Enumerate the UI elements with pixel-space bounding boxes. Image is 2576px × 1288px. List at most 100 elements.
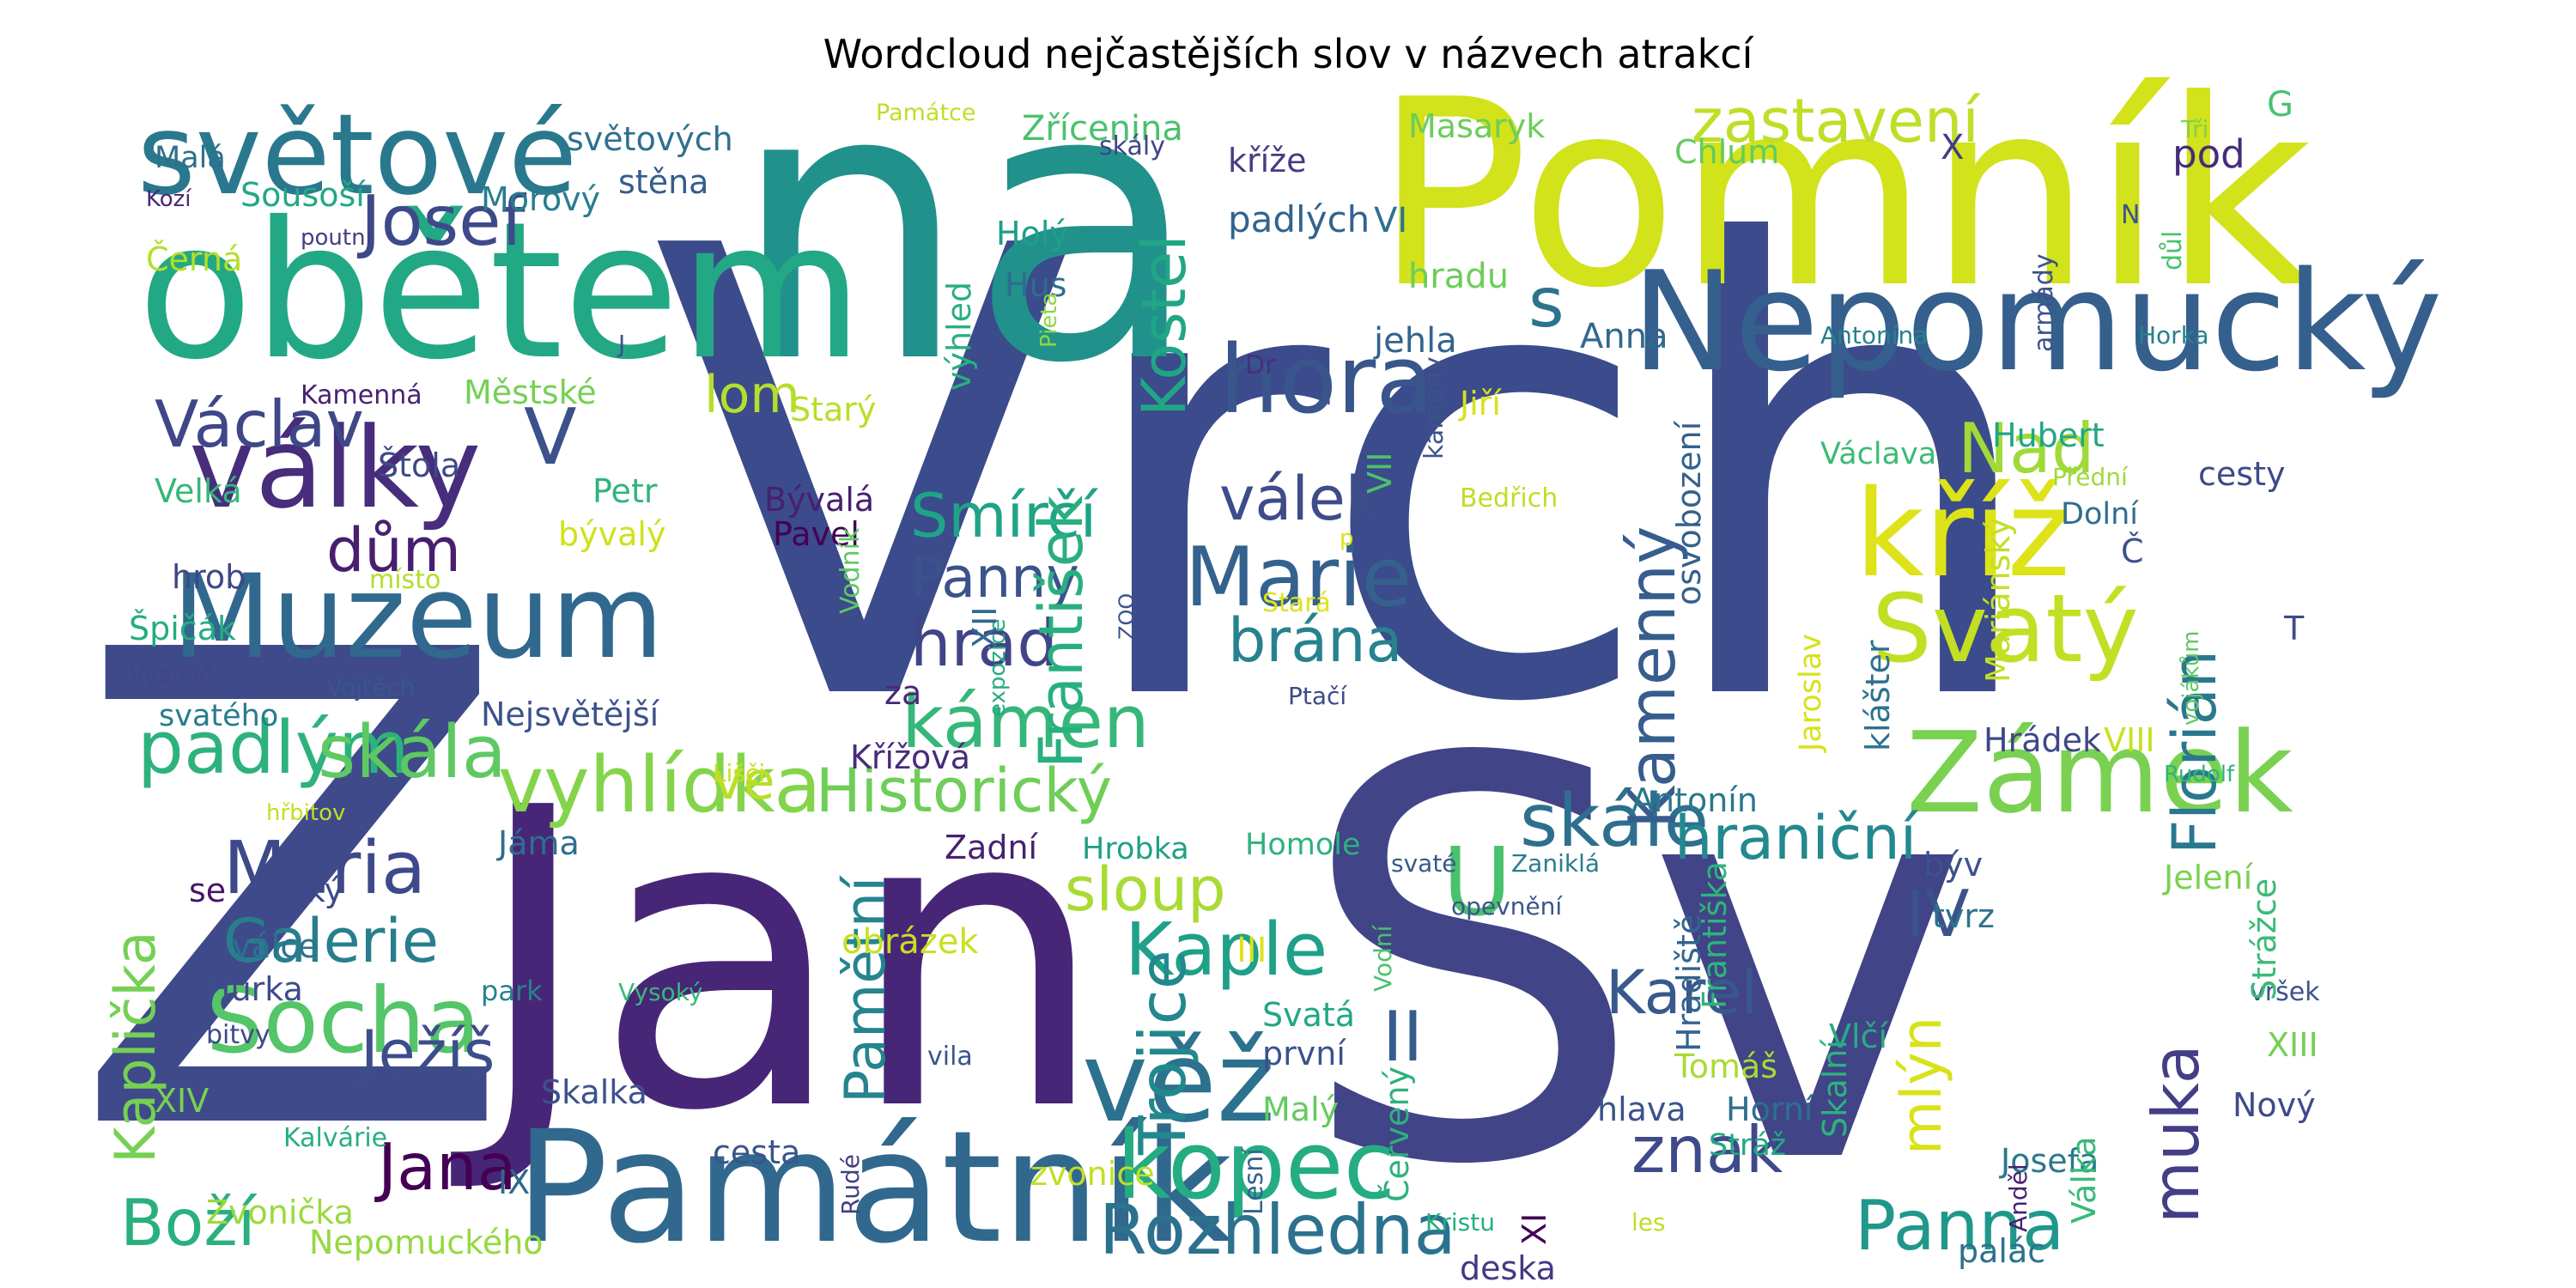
word-hradu: hradu (1408, 257, 1509, 296)
word-palac: palác (1958, 1232, 2045, 1270)
word-skalka: Skalka (541, 1073, 647, 1111)
word-na: na (730, 6, 1201, 446)
word-stena: stěna (618, 163, 708, 201)
word-valek: válek (1219, 464, 1381, 534)
word-kostel: Kostel (1129, 234, 1200, 416)
word-vaclava: Václava (1820, 437, 1936, 471)
word-marie: Marie (1185, 531, 1412, 625)
word-vrch: Vrch (653, 118, 2048, 837)
word-lom: lom (704, 365, 800, 425)
word-vojakum: vojákům (2178, 630, 2204, 726)
word-stara: Stará (1262, 588, 1331, 618)
word-krizova: Křížová (850, 738, 970, 776)
word-kristu: Kristu (1425, 1208, 1495, 1236)
word-smirci: Smírčí (910, 481, 1099, 551)
word-jan: Jan (447, 721, 1108, 1201)
word-kamenny: Kamenný (1614, 526, 1690, 829)
word-dul: důl (2158, 231, 2188, 270)
word-viii: VIII (2104, 721, 2155, 759)
word-zoo: ZOO (1115, 593, 1139, 640)
word-ii: II (1382, 997, 1423, 1077)
word-kamenna: Kamenná (301, 380, 422, 410)
word-kaplicka: Kaplička (104, 931, 168, 1163)
word-zamek: Zámek (1906, 708, 2293, 838)
word-prvni: první (1262, 1035, 1346, 1072)
word-nejsvetejsi: Nejsvětější (481, 696, 660, 733)
word-vodnik: Vodník (835, 527, 866, 614)
word-t: T (2283, 610, 2305, 647)
word-stola: Štola (378, 447, 460, 484)
word-mala: Malá (155, 141, 226, 175)
word-pomnik: Pomník (1374, 45, 2312, 344)
word-masaryk: Masaryk (1408, 107, 1545, 145)
word-sv: Sv (1297, 645, 1971, 1285)
word-vysoky: Vysoký (618, 978, 702, 1006)
word-tri: Tři (2180, 115, 2208, 143)
word-lisci: Lišči (713, 759, 765, 787)
word-hlava: hlava (1597, 1091, 1686, 1128)
word-zadni: Zadní (945, 829, 1039, 866)
word-antonina: Antonína (1820, 321, 1928, 349)
word-ix: IX (498, 1163, 530, 1201)
word-predni: Přední (2052, 463, 2129, 491)
word-valka: Válka (2065, 1136, 2103, 1224)
word-skala: skála (318, 710, 507, 795)
word-kozi: Kozí (146, 186, 191, 212)
word-kaple: Kaple (1125, 908, 1327, 993)
word-vodni: Vodní (1369, 924, 1397, 992)
word-svata: Svatá (1262, 996, 1355, 1034)
word-misto: místo (369, 565, 440, 595)
word-mariansky: Mariánský (1979, 517, 2017, 683)
word-kamen: kámen (902, 680, 1150, 765)
word-xi: XI (1516, 1213, 1553, 1245)
word-jama: Jáma (496, 824, 580, 862)
word-jana: Jana (374, 1129, 517, 1205)
word-hranicni: hraniční (1674, 803, 1919, 873)
word-vyhled: výhled (940, 282, 978, 391)
word-vii: VII (1361, 453, 1399, 494)
word-brana: brána (1228, 605, 1402, 676)
word-se: se (189, 872, 226, 909)
word-les: les (1631, 1208, 1666, 1236)
word-tomas: Tomáš (1674, 1048, 1777, 1085)
word-svetovych: světových (567, 120, 733, 158)
word-svateho: svatého (159, 699, 278, 733)
word-strazce: Strážce (2245, 878, 2283, 1000)
word-skalni: Skalní (1816, 1039, 1854, 1138)
word-iv: IV (1906, 876, 1969, 951)
word-pamatnik: Památník (515, 1098, 1232, 1278)
word-armady: armády (2029, 253, 2059, 352)
word-tvrz: tvrz (1932, 897, 1995, 935)
word-sousosi: Sousoší (240, 176, 366, 214)
word-zanikla: Zaniklá (1511, 849, 1600, 878)
word-frantiska: Františka (1696, 861, 1734, 1009)
word-vyhlidka: vyhlídka (498, 740, 821, 830)
word-deska: deska (1460, 1249, 1556, 1287)
word-hus: Hus (1005, 266, 1066, 304)
word-rudolf: Rudolf (2164, 762, 2235, 787)
word-anna: Anna (1580, 317, 1668, 356)
word-vila: vila (927, 1042, 973, 1072)
word-klaster: klášter (1859, 640, 1897, 751)
word-cesty: cesty (2198, 455, 2285, 493)
word-s: s (1528, 263, 1564, 343)
word-hradek: Hrádek (1984, 721, 2101, 759)
word-opevneni: opevnění (1451, 892, 1563, 920)
word-petr: Petr (592, 472, 658, 510)
word-straz: Stráž (1709, 1128, 1786, 1163)
word-jiri: Jiří (1458, 385, 1502, 422)
word-n: N (2121, 200, 2140, 230)
word-hrobka: Hrobka (1082, 832, 1189, 866)
word-nepomuckeho: Nepomuckého (309, 1224, 544, 1261)
word-hrob: hrob (172, 558, 246, 596)
word-svetove: světové (137, 89, 577, 220)
word-pod: pod (2172, 131, 2245, 177)
word-zvonicka: Zvonička (206, 1194, 354, 1231)
word-rude: Rudé (836, 1154, 865, 1215)
word-skale: skále (1520, 779, 1709, 864)
word-homole: Homole (1245, 828, 1361, 862)
word-skaly: skály (1099, 131, 1165, 161)
word-dum: dům (326, 515, 461, 586)
word-obetem: obětem (137, 181, 864, 401)
word-z: Z (69, 516, 516, 1275)
